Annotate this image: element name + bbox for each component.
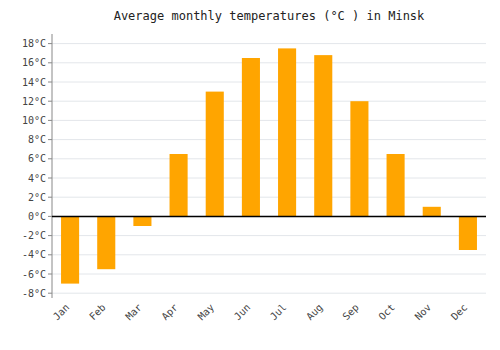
y-tick-label: -4°C xyxy=(22,249,46,260)
bar xyxy=(278,48,296,216)
bar xyxy=(314,55,332,216)
y-tick xyxy=(48,274,52,275)
x-tick-label: May xyxy=(196,302,217,323)
y-tick-label: 4°C xyxy=(28,173,46,184)
grid-line xyxy=(52,178,486,179)
y-tick xyxy=(48,197,52,198)
y-tick-label: 16°C xyxy=(22,57,46,68)
grid-line xyxy=(52,120,486,121)
x-tick-label: Aug xyxy=(304,302,325,323)
y-tick xyxy=(48,235,52,236)
grid-line xyxy=(52,139,486,140)
grid-line xyxy=(52,101,486,102)
y-tick-label: -2°C xyxy=(22,230,46,241)
grid-line xyxy=(52,43,486,44)
bar xyxy=(133,216,151,226)
x-axis: Jan Feb Mar Apr May Jun Jul Aug Sep Oct Nov Dec xyxy=(51,302,469,323)
y-tick-label: 6°C xyxy=(28,153,46,164)
bar xyxy=(97,216,115,269)
bar xyxy=(350,101,368,216)
grid-line xyxy=(52,254,486,255)
y-tick xyxy=(48,120,52,121)
y-tick-label: 10°C xyxy=(22,115,46,126)
y-tick xyxy=(48,158,52,159)
x-tick-label: Apr xyxy=(159,302,180,323)
y-axis-line xyxy=(52,34,53,298)
x-tick-label: Jan xyxy=(51,302,72,323)
bar xyxy=(423,207,441,217)
y-tick xyxy=(48,254,52,255)
x-tick-label: Mar xyxy=(123,302,144,323)
grid-line xyxy=(52,197,486,198)
bar xyxy=(242,58,260,216)
grid-line xyxy=(52,82,486,83)
y-tick xyxy=(48,139,52,140)
y-tick xyxy=(48,293,52,294)
bars xyxy=(61,48,477,283)
chart: Average monthly temperatures (°C ) in Mi… xyxy=(0,0,500,350)
y-tick xyxy=(48,62,52,63)
y-tick-label: -6°C xyxy=(22,269,46,280)
y-tick-label: 2°C xyxy=(28,192,46,203)
y-tick xyxy=(48,101,52,102)
x-tick-label: Sep xyxy=(340,302,361,323)
y-tick xyxy=(48,178,52,179)
y-tick xyxy=(48,43,52,44)
y-tick xyxy=(48,82,52,83)
title: Average monthly temperatures (°C ) in Mi… xyxy=(114,9,425,23)
bar xyxy=(170,154,188,216)
y-tick-label: 0°C xyxy=(28,211,46,222)
y-tick-label: 8°C xyxy=(28,134,46,145)
grid-line xyxy=(52,158,486,159)
grid-line xyxy=(52,293,486,294)
chart-container: Average monthly temperatures (°C ) in Mi… xyxy=(0,0,500,350)
bar xyxy=(61,216,79,283)
y-tick-label: 12°C xyxy=(22,96,46,107)
bar xyxy=(459,216,477,250)
grid xyxy=(52,44,486,294)
x-tick-label: Jul xyxy=(268,302,289,323)
bar xyxy=(206,92,224,217)
bar xyxy=(387,154,405,216)
x-tick-label: Oct xyxy=(376,302,397,323)
grid-line xyxy=(52,62,486,63)
grid-line xyxy=(52,235,486,236)
y-axis: -8°C -6°C -4°C -2°C 0°C 2°C 4°C 6°C 8°C 10°C 12°C 1… xyxy=(22,34,52,299)
grid-line xyxy=(52,274,486,275)
y-tick-label: 18°C xyxy=(22,38,46,49)
y-tick xyxy=(48,216,52,217)
baseline xyxy=(52,216,486,218)
y-tick-label: -8°C xyxy=(22,288,46,299)
x-tick-label: Dec xyxy=(449,302,470,323)
x-tick-label: Feb xyxy=(87,302,108,323)
x-tick-label: Jun xyxy=(232,302,253,323)
y-tick-label: 14°C xyxy=(22,77,46,88)
x-tick-label: Nov xyxy=(413,302,434,323)
grid-line xyxy=(52,216,486,217)
